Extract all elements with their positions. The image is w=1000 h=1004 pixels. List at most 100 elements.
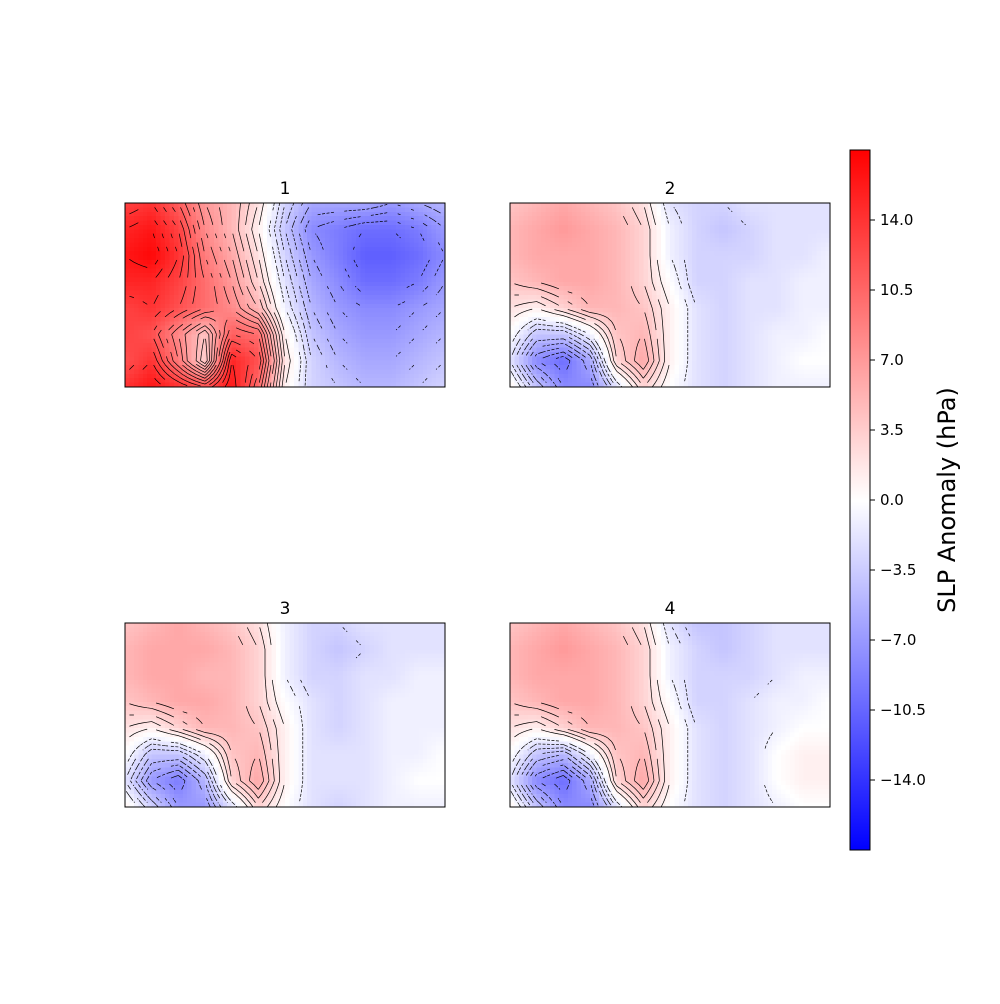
heatmap-cell bbox=[178, 316, 184, 322]
heatmap-cell bbox=[750, 295, 756, 300]
heatmap-cell bbox=[418, 207, 424, 213]
heatmap-cell bbox=[196, 203, 202, 208]
heatmap-cell bbox=[714, 203, 720, 208]
heatmap-cell bbox=[285, 356, 291, 362]
heatmap-cell bbox=[754, 259, 760, 265]
heatmap-cell bbox=[258, 203, 264, 208]
heatmap-cell bbox=[767, 259, 773, 265]
heatmap-cell bbox=[536, 203, 542, 208]
heatmap-cell bbox=[710, 308, 716, 314]
heatmap-cell bbox=[763, 264, 769, 270]
heatmap-cell bbox=[550, 211, 556, 217]
heatmap-cell bbox=[147, 277, 153, 283]
heatmap-cell bbox=[209, 281, 215, 287]
heatmap-cell bbox=[625, 255, 631, 261]
heatmap-cell bbox=[678, 238, 684, 244]
heatmap-cell bbox=[373, 365, 379, 371]
heatmap-cell bbox=[594, 242, 600, 248]
heatmap-cell bbox=[142, 255, 148, 261]
heatmap-cell bbox=[510, 251, 516, 257]
heatmap-cell bbox=[807, 281, 813, 287]
heatmap-cell bbox=[382, 316, 388, 322]
heatmap-cell bbox=[262, 224, 268, 230]
heatmap-cell bbox=[621, 224, 627, 230]
heatmap-cell bbox=[656, 251, 662, 257]
heatmap-cell bbox=[634, 251, 640, 257]
heatmap-cell bbox=[169, 273, 175, 279]
heatmap-cell bbox=[718, 290, 724, 296]
heatmap-cell bbox=[311, 264, 317, 270]
heatmap-cell bbox=[550, 308, 556, 314]
heatmap-cell bbox=[267, 295, 273, 300]
heatmap-cell bbox=[218, 330, 224, 336]
heatmap-cell bbox=[356, 286, 362, 292]
heatmap-cell bbox=[754, 203, 760, 208]
heatmap-cell bbox=[253, 303, 259, 309]
heatmap-cell bbox=[527, 316, 533, 322]
heatmap-cell bbox=[369, 338, 375, 344]
heatmap-cell bbox=[643, 203, 649, 208]
heatmap-cell bbox=[182, 259, 188, 265]
heatmap-cell bbox=[630, 255, 636, 261]
heatmap-cell bbox=[218, 229, 224, 235]
heatmap-cell bbox=[563, 242, 569, 248]
heatmap-cell bbox=[382, 365, 388, 371]
heatmap-cell bbox=[678, 229, 684, 235]
heatmap-cell bbox=[705, 238, 711, 244]
heatmap-cell bbox=[391, 373, 397, 379]
heatmap-cell bbox=[347, 365, 353, 371]
heatmap-cell bbox=[169, 378, 175, 384]
heatmap-cell bbox=[634, 242, 640, 248]
heatmap-cell bbox=[776, 303, 782, 309]
heatmap-cell bbox=[231, 295, 237, 300]
heatmap-cell bbox=[798, 246, 804, 252]
heatmap-cell bbox=[634, 211, 640, 217]
heatmap-cell bbox=[213, 281, 219, 287]
heatmap-cell bbox=[825, 203, 830, 208]
heatmap-cell bbox=[302, 316, 308, 322]
heatmap-cell bbox=[665, 203, 671, 208]
heatmap-cell bbox=[400, 273, 406, 279]
heatmap-cell bbox=[656, 281, 662, 287]
heatmap-cell bbox=[638, 255, 644, 261]
heatmap-cell bbox=[427, 360, 433, 366]
heatmap-cell bbox=[741, 207, 747, 213]
heatmap-cell bbox=[196, 330, 202, 336]
heatmap-cell bbox=[758, 203, 764, 208]
heatmap-cell bbox=[298, 325, 304, 331]
contour-line bbox=[195, 233, 278, 387]
heatmap-cell bbox=[545, 259, 551, 265]
heatmap-cell bbox=[187, 347, 193, 353]
heatmap-cell bbox=[630, 277, 636, 283]
heatmap-cell bbox=[798, 255, 804, 261]
heatmap-cell bbox=[316, 264, 322, 270]
heatmap-cell bbox=[240, 365, 246, 371]
heatmap-cell bbox=[431, 224, 437, 230]
heatmap-cell bbox=[342, 338, 348, 344]
heatmap-cell bbox=[351, 330, 357, 336]
heatmap-cell bbox=[603, 242, 609, 248]
heatmap-cell bbox=[732, 224, 738, 230]
heatmap-cell bbox=[271, 211, 277, 217]
heatmap-cell bbox=[173, 299, 179, 305]
heatmap-cell bbox=[378, 277, 384, 283]
heatmap-cell bbox=[625, 246, 631, 252]
heatmap-cell bbox=[147, 382, 153, 387]
heatmap-cell bbox=[572, 312, 578, 318]
heatmap-cell bbox=[373, 290, 379, 296]
heatmap-cell bbox=[200, 321, 206, 327]
heatmap-cell bbox=[396, 246, 402, 252]
heatmap-cell bbox=[147, 286, 153, 292]
heatmap-cell bbox=[129, 281, 135, 287]
heatmap-cell bbox=[736, 251, 742, 257]
heatmap-cell bbox=[200, 255, 206, 261]
heatmap-cell bbox=[378, 295, 384, 300]
heatmap-cell bbox=[558, 308, 564, 314]
heatmap-cell bbox=[280, 382, 286, 387]
heatmap-cell bbox=[621, 273, 627, 279]
heatmap-cell bbox=[527, 290, 533, 296]
heatmap-cell bbox=[320, 330, 326, 336]
heatmap-cell bbox=[236, 360, 242, 366]
heatmap-cell bbox=[558, 246, 564, 252]
heatmap-cell bbox=[558, 216, 564, 222]
